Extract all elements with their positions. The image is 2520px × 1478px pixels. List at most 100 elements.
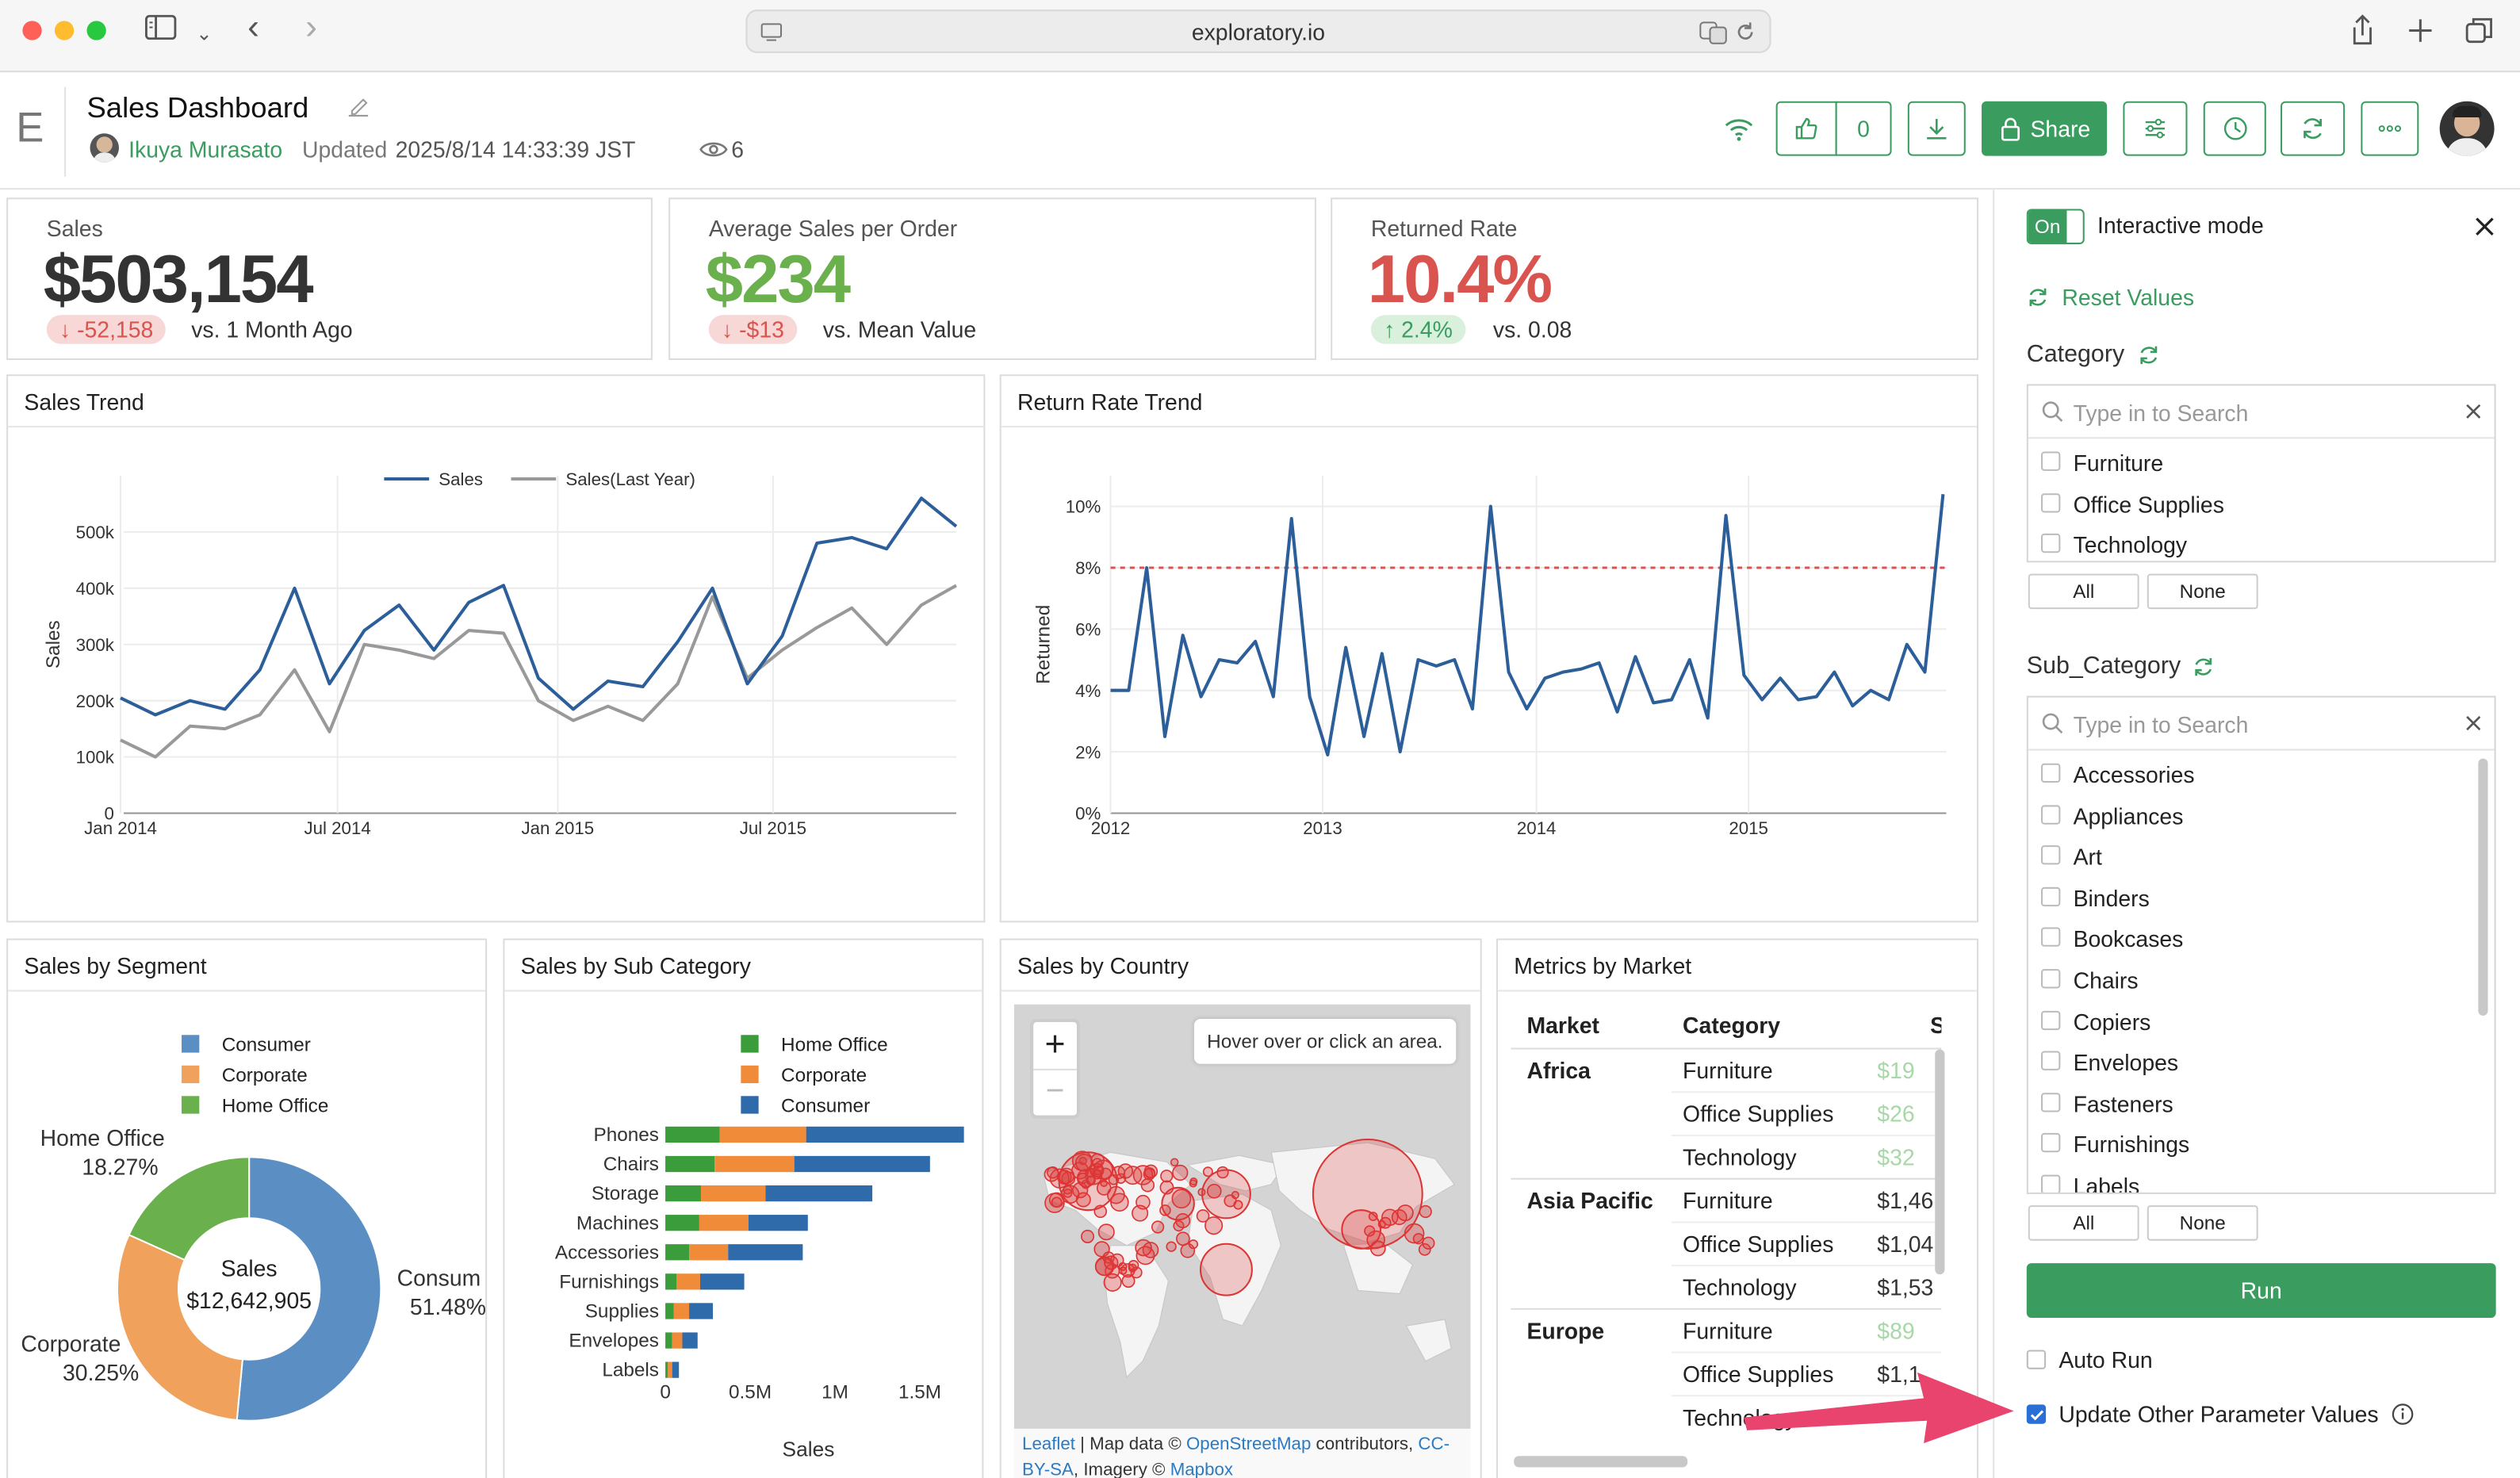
attribution-link[interactable]: Leaflet	[1022, 1434, 1075, 1455]
clear-search-icon[interactable]	[2465, 715, 2481, 731]
attribution-link[interactable]: Mapbox	[1170, 1461, 1234, 1478]
reload-icon[interactable]	[1734, 21, 1756, 43]
option-checkbox[interactable]	[2041, 1092, 2061, 1112]
like-button[interactable]	[1775, 101, 1837, 156]
filter-option[interactable]: Technology	[2041, 527, 2187, 563]
parameters-button[interactable]	[2123, 101, 2188, 156]
zoom-in-button[interactable]: +	[1033, 1022, 1077, 1070]
filter-option[interactable]: Envelopes	[2041, 1045, 2178, 1081]
table-row[interactable]: Furniture $1,46	[1511, 1180, 1941, 1223]
translate-icon[interactable]	[1699, 19, 1727, 44]
option-checkbox[interactable]	[2041, 845, 2061, 865]
filter-option[interactable]: Binders	[2041, 880, 2150, 916]
table-row[interactable]: Technology $1,53	[1511, 1266, 1941, 1310]
zoom-out-button[interactable]: −	[1045, 1073, 1065, 1109]
table-row[interactable]: Furniture $19	[1511, 1050, 1941, 1093]
chevron-down-icon[interactable]: ⌄	[196, 22, 213, 45]
interactive-mode-toggle[interactable]: On	[2026, 209, 2085, 245]
like-count[interactable]: 0	[1835, 101, 1892, 156]
sales-trend-chart[interactable]: 0 100k 200k 300k 400k 500k Jan 2014 Jul 2014 Jan…	[8, 427, 983, 922]
filter-option[interactable]: Labels	[2041, 1168, 2139, 1193]
filter-option[interactable]: Copiers	[2041, 1004, 2150, 1040]
option-checkbox[interactable]	[2041, 928, 2061, 948]
filter-option[interactable]: Fasteners	[2041, 1086, 2173, 1122]
option-checkbox[interactable]	[2041, 1010, 2061, 1030]
subcategory-search-input[interactable]	[2073, 708, 2443, 741]
forward-icon[interactable]: ›	[305, 6, 317, 47]
edit-title-icon[interactable]	[346, 95, 371, 121]
refresh-button[interactable]	[2281, 101, 2346, 156]
user-avatar[interactable]	[2439, 101, 2495, 156]
subcategory-refresh-icon[interactable]	[2193, 656, 2215, 678]
table-vertical-scrollbar[interactable]	[1935, 1049, 1945, 1275]
update-other-option[interactable]: Update Other Parameter Values	[2026, 1401, 2414, 1427]
address-bar[interactable]: exploratory.io	[745, 10, 1771, 53]
category-none-button[interactable]: None	[2147, 573, 2258, 610]
maximize-window-button[interactable]	[86, 21, 106, 40]
update-other-checkbox[interactable]	[2026, 1404, 2047, 1424]
filter-option[interactable]: Accessories	[2041, 757, 2195, 793]
table-row[interactable]: Office Supplies $26	[1511, 1093, 1941, 1136]
table-row[interactable]: Office Supplies $1,04	[1511, 1223, 1941, 1266]
table-horizontal-scrollbar[interactable]	[1514, 1456, 1688, 1468]
filter-option[interactable]: Appliances	[2041, 798, 2183, 833]
filter-option[interactable]: Art	[2041, 839, 2102, 875]
option-checkbox[interactable]	[2041, 1174, 2061, 1193]
close-window-button[interactable]	[22, 21, 42, 40]
filter-option[interactable]: Furnishings	[2041, 1128, 2189, 1163]
filter-option[interactable]: Furniture	[2041, 445, 2163, 481]
clear-search-icon[interactable]	[2465, 404, 2481, 419]
category-all-button[interactable]: All	[2028, 573, 2139, 610]
run-button[interactable]: Run	[2026, 1263, 2496, 1318]
reset-icon[interactable]	[2027, 286, 2049, 308]
new-tab-icon[interactable]	[2407, 17, 2433, 43]
subcategory-scrollbar[interactable]	[2478, 758, 2488, 1016]
filter-option[interactable]: Office Supplies	[2041, 486, 2224, 522]
auto-run-option[interactable]: Auto Run	[2026, 1346, 2153, 1373]
column-header-sales[interactable]: Sa	[1930, 1005, 1941, 1048]
attribution-link[interactable]: CC-BY-SA	[1022, 1434, 1450, 1478]
filter-option[interactable]: Chairs	[2041, 963, 2139, 998]
option-checkbox[interactable]	[2041, 969, 2061, 989]
author-link[interactable]: Ikuya Murasato	[128, 136, 283, 163]
reset-values-link[interactable]: Reset Values	[2062, 284, 2195, 311]
back-icon[interactable]: ‹	[247, 6, 259, 47]
tab-overview-icon[interactable]	[2465, 16, 2494, 44]
option-checkbox[interactable]	[2041, 492, 2061, 512]
subcategory-all-button[interactable]: All	[2028, 1205, 2139, 1241]
app-logo[interactable]: E	[16, 102, 44, 151]
option-checkbox[interactable]	[2041, 451, 2061, 471]
return-rate-chart[interactable]: 0% 2% 4% 6% 8% 10% 2012 2013 2014 2015 Returned	[1001, 427, 1977, 922]
option-checkbox[interactable]	[2041, 1133, 2061, 1154]
share-sheet-icon[interactable]	[2350, 14, 2375, 47]
auto-run-checkbox[interactable]	[2026, 1350, 2047, 1369]
segment-donut-chart[interactable]: Sales $12,642,905 Consum 51.48% Corporate 30.…	[8, 992, 485, 1478]
table-row[interactable]: Technology $32	[1511, 1136, 1941, 1180]
table-row[interactable]: Furniture $89	[1511, 1310, 1941, 1354]
author-avatar[interactable]	[90, 133, 119, 163]
option-checkbox[interactable]	[2041, 534, 2061, 553]
share-button[interactable]: Share	[1982, 101, 2108, 156]
minimize-window-button[interactable]	[54, 21, 75, 40]
schedule-button[interactable]	[2203, 101, 2266, 156]
column-header-category[interactable]: Category	[1683, 1012, 1781, 1039]
map-container[interactable]: + − Hover over or click an area. Leaflet…	[1013, 1004, 1471, 1478]
category-search-input[interactable]	[2073, 396, 2443, 430]
subcategory-none-button[interactable]: None	[2147, 1205, 2258, 1241]
filter-option[interactable]: Bookcases	[2041, 921, 2183, 957]
close-icon[interactable]	[2473, 216, 2495, 238]
option-checkbox[interactable]	[2041, 886, 2061, 906]
country-bubbles[interactable]	[1014, 1005, 1471, 1478]
option-checkbox[interactable]	[2041, 804, 2061, 824]
subcategory-bar-chart[interactable]: Phones Chairs Storage Machines Accessories Fu…	[504, 992, 982, 1478]
option-checkbox[interactable]	[2041, 1051, 2061, 1071]
category-refresh-icon[interactable]	[2138, 344, 2160, 366]
column-header-market[interactable]: Market	[1526, 1012, 1599, 1039]
more-options-button[interactable]	[2361, 101, 2419, 156]
table-row[interactable]: Office Supplies $1,1	[1511, 1354, 1941, 1397]
attribution-link[interactable]: OpenStreetMap	[1185, 1434, 1312, 1455]
option-checkbox[interactable]	[2041, 763, 2061, 783]
info-icon[interactable]	[2392, 1403, 2414, 1425]
sidebar-toggle-icon[interactable]	[144, 13, 177, 48]
download-button[interactable]	[1907, 101, 1966, 156]
